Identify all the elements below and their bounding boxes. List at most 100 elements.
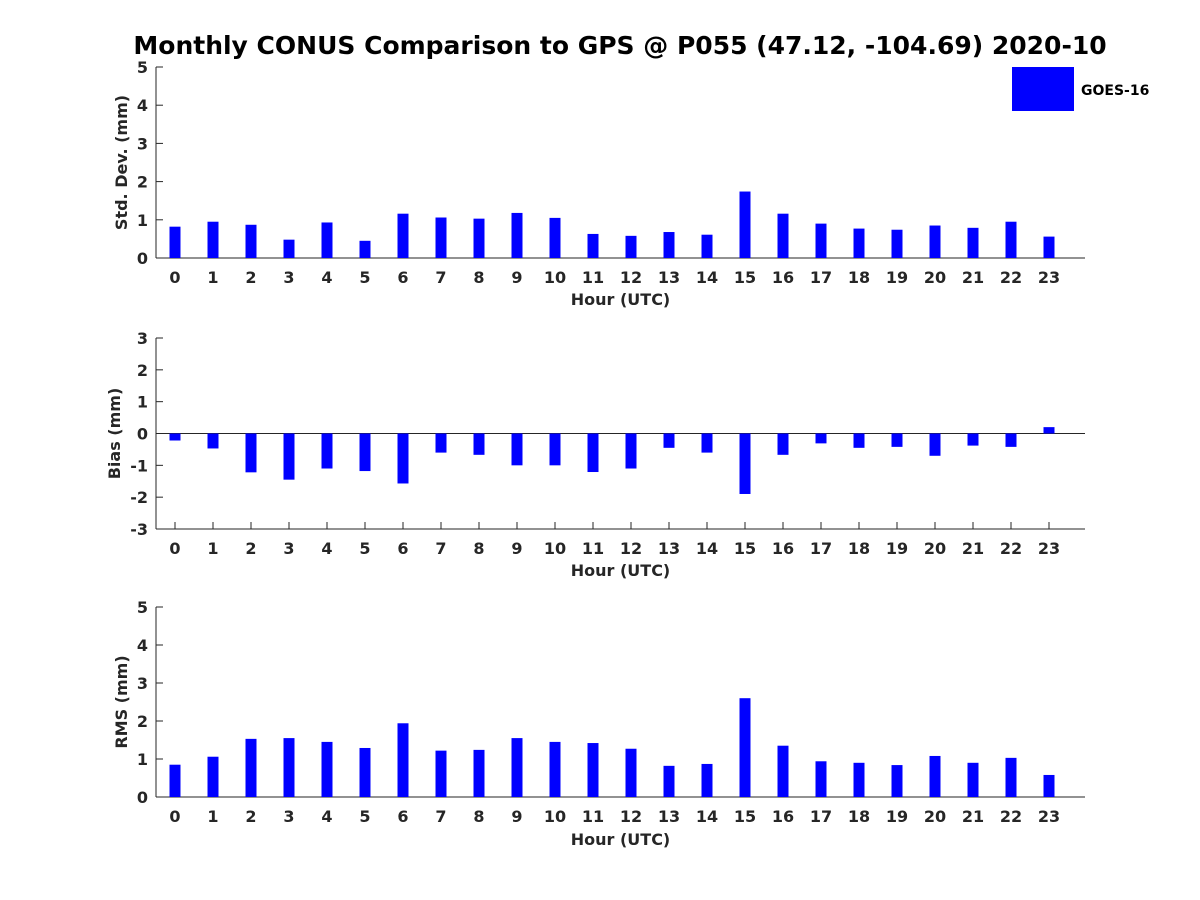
bias-y-tick-label: -3 [130, 520, 148, 539]
std-dev-bar [397, 213, 409, 258]
std-dev-y-tick-label: 5 [137, 58, 148, 77]
bias-x-tick-label: 8 [473, 539, 484, 558]
rms-bar [663, 765, 675, 797]
bias-bar [701, 433, 713, 453]
bias-x-tick-label: 20 [924, 539, 946, 558]
std-dev-x-tick-label: 7 [435, 268, 446, 287]
rms-x-tick-label: 8 [473, 807, 484, 826]
rms-x-tick-label: 18 [848, 807, 870, 826]
rms-bar [777, 745, 789, 797]
rms-bar [245, 738, 257, 797]
bias-bar [169, 433, 181, 441]
legend-label: GOES-16 [1081, 83, 1149, 99]
bias-bar [245, 433, 257, 473]
rms-bar [169, 764, 181, 797]
bias-bar [511, 433, 523, 466]
rms-bar [853, 762, 865, 797]
bias-x-tick-label: 2 [245, 539, 256, 558]
rms-x-tick-label: 1 [207, 807, 218, 826]
std-dev-x-tick-label: 18 [848, 268, 870, 287]
std-dev-bar [1043, 236, 1055, 258]
rms-y-tick-label: 2 [137, 712, 148, 731]
std-dev-x-tick-label: 22 [1000, 268, 1022, 287]
bias-bar [625, 433, 637, 469]
std-dev-x-tick-label: 23 [1038, 268, 1060, 287]
std-dev-x-tick-label: 2 [245, 268, 256, 287]
bias-y-tick-label: -1 [130, 456, 148, 475]
rms-x-tick-label: 12 [620, 807, 642, 826]
std-dev-x-tick-label: 17 [810, 268, 832, 287]
std-dev-x-tick-label: 4 [321, 268, 332, 287]
std-dev-x-tick-label: 1 [207, 268, 218, 287]
std-dev-x-tick-label: 15 [734, 268, 756, 287]
rms-x-tick-label: 13 [658, 807, 680, 826]
rms-x-tick-label: 11 [582, 807, 604, 826]
bias-x-tick-label: 14 [696, 539, 718, 558]
bias-y-tick-label: -2 [130, 488, 148, 507]
std-dev-bar [739, 191, 751, 258]
std-dev-x-tick-label: 16 [772, 268, 794, 287]
std-dev-y-tick-label: 2 [137, 173, 148, 192]
bias-bar [207, 433, 219, 449]
bias-bar [891, 433, 903, 447]
bias-y-tick-label: 3 [137, 329, 148, 348]
bias-x-tick-label: 18 [848, 539, 870, 558]
rms-x-tick-label: 9 [511, 807, 522, 826]
bias-x-tick-label: 9 [511, 539, 522, 558]
bias-y-tick-label: 1 [137, 393, 148, 412]
std-dev-y-tick-label: 0 [137, 249, 148, 268]
rms-x-tick-label: 16 [772, 807, 794, 826]
bias-bar [777, 433, 789, 455]
bias-x-tick-label: 7 [435, 539, 446, 558]
rms-bar [435, 750, 447, 797]
rms-bar [1043, 774, 1055, 797]
bias-y-tick-label: 2 [137, 361, 148, 380]
std-dev-bar [511, 212, 523, 258]
rms-x-tick-label: 6 [397, 807, 408, 826]
bias-x-tick-label: 12 [620, 539, 642, 558]
rms-bar [1005, 757, 1017, 797]
rms-x-tick-label: 15 [734, 807, 756, 826]
rms-bar [283, 738, 295, 797]
std-dev-x-tick-label: 13 [658, 268, 680, 287]
rms-bar [587, 743, 599, 797]
bias-bar [587, 433, 599, 473]
std-dev-x-axis-label: Hour (UTC) [571, 290, 671, 309]
rms-x-tick-label: 23 [1038, 807, 1060, 826]
rms-x-tick-label: 20 [924, 807, 946, 826]
rms-x-tick-label: 4 [321, 807, 332, 826]
bias-bar [435, 433, 447, 453]
rms-x-tick-label: 22 [1000, 807, 1022, 826]
rms-x-tick-label: 21 [962, 807, 984, 826]
rms-x-axis-label: Hour (UTC) [571, 830, 671, 849]
rms-x-tick-label: 0 [169, 807, 180, 826]
std-dev-bar [549, 217, 561, 258]
rms-bar [511, 738, 523, 797]
rms-bar [967, 762, 979, 797]
bias-bar [1043, 427, 1055, 434]
bias-bar [359, 433, 371, 472]
bias-x-tick-label: 13 [658, 539, 680, 558]
bias-bar [967, 433, 979, 446]
std-dev-bar [321, 222, 333, 258]
rms-x-tick-label: 5 [359, 807, 370, 826]
bias-x-tick-label: 4 [321, 539, 332, 558]
rms-bar [815, 761, 827, 797]
rms-bar [207, 756, 219, 797]
bias-x-tick-label: 22 [1000, 539, 1022, 558]
rms-x-tick-label: 17 [810, 807, 832, 826]
std-dev-bar [587, 233, 599, 258]
rms-y-axis-label: RMS (mm) [112, 655, 131, 748]
rms-bar [473, 749, 485, 797]
rms-y-tick-label: 5 [137, 598, 148, 617]
bias-bar [929, 433, 941, 456]
bias-bar [663, 433, 675, 448]
std-dev-y-tick-label: 1 [137, 211, 148, 230]
rms-x-tick-label: 7 [435, 807, 446, 826]
figure-title: Monthly CONUS Comparison to GPS @ P055 (… [133, 31, 1106, 60]
bias-x-tick-label: 3 [283, 539, 294, 558]
rms-bar [891, 765, 903, 797]
std-dev-bar [815, 223, 827, 258]
